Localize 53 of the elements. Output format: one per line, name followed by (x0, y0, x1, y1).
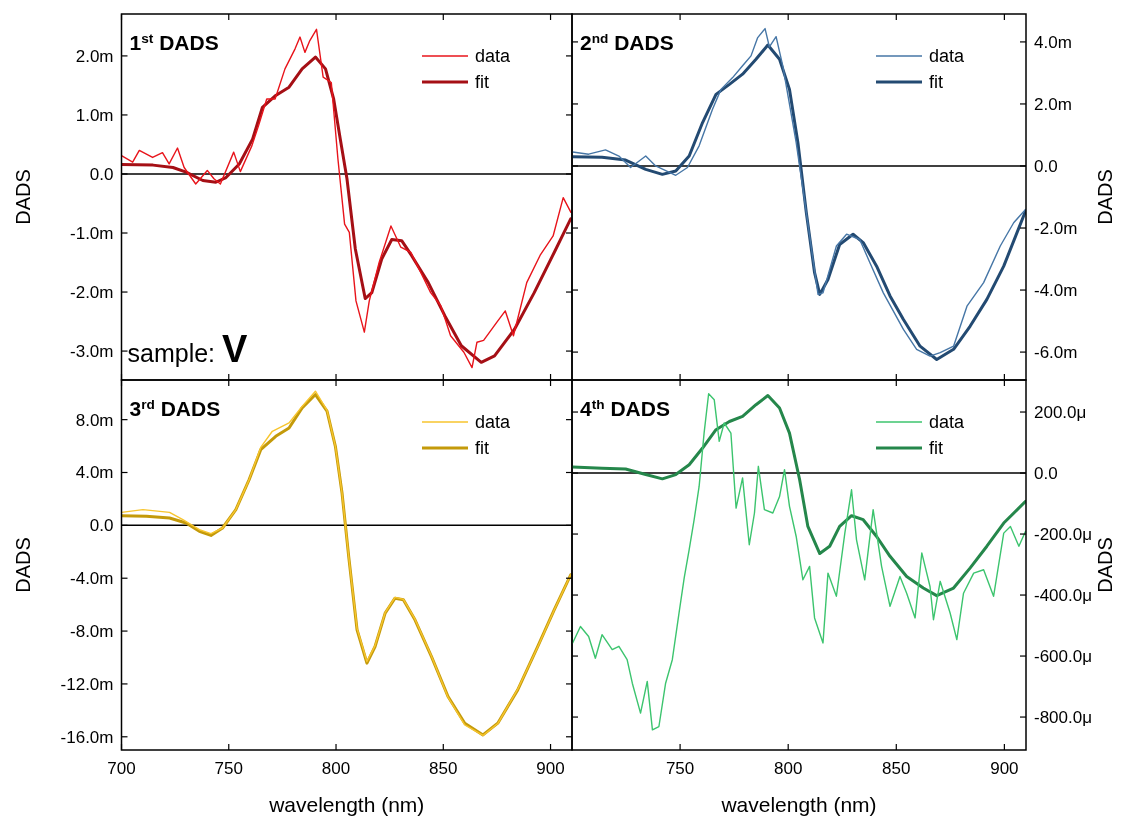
y-tick-label: -6.0m (1034, 343, 1078, 363)
x-axis-title: wavelength (nm) (268, 793, 425, 816)
y-tick-label: 200.0μ (1034, 402, 1087, 422)
y-axis-title: DADS (12, 537, 34, 593)
y-tick-label: -4.0m (1034, 281, 1078, 300)
y-tick-label: 0.0 (1034, 463, 1058, 483)
y-tick-label: 0.0 (89, 516, 114, 536)
y-tick-label: 4.0m (75, 463, 114, 483)
text: 2$^{nd}$ DADS (580, 30, 674, 54)
y-tick-label: -8.0m (70, 622, 114, 642)
x-tick-label: 700 (107, 759, 136, 778)
y-tick-label: -200.0μ (1034, 524, 1092, 544)
y-axis-title: DADS (12, 169, 34, 225)
y-tick-label: -1.0m (70, 223, 114, 243)
legend-label: data (929, 412, 966, 433)
x-tick-label: 750 (665, 759, 695, 778)
x-tick-label: 800 (774, 759, 803, 778)
legend-label: data (929, 46, 966, 67)
legend-label: data (475, 412, 512, 433)
x-tick-label: 850 (429, 759, 458, 778)
legend-label: fit (929, 72, 944, 93)
y-tick-label: 1.0m (75, 105, 114, 125)
y-tick-label: 0.0 (89, 164, 114, 184)
y-tick-label: 8.0m (75, 410, 114, 430)
text: 1$^{st}$ DADS (129, 30, 219, 54)
y-tick-label: 4.0m (1034, 32, 1072, 52)
y-tick-label: 0.0 (1034, 156, 1058, 176)
y-tick-label: -3.0m (70, 342, 114, 362)
text: 3$^{rd}$ DADS (129, 396, 221, 420)
x-axis-title: wavelength (nm) (720, 793, 877, 816)
text: 4$^{th}$ DADS (580, 396, 670, 420)
x-tick-label: 850 (882, 759, 911, 778)
legend-label: data (475, 46, 512, 67)
legend-label: fit (475, 438, 490, 459)
y-tick-label: -16.0m (60, 727, 114, 747)
x-tick-label: 800 (321, 759, 351, 778)
legend-label: fit (475, 72, 490, 93)
annotation: sample: V (127, 328, 248, 370)
y-tick-label: -600.0μ (1034, 647, 1092, 666)
y-axis-title: DADS (1094, 537, 1116, 593)
x-tick-label: 900 (990, 759, 1019, 778)
x-tick-label: 900 (536, 759, 565, 778)
y-tick-label: 2.0m (75, 46, 114, 66)
y-tick-label: -400.0μ (1034, 586, 1092, 605)
x-tick-label: 750 (214, 759, 243, 778)
y-tick-label: -12.0m (60, 674, 114, 694)
y-tick-label: 2.0m (1034, 94, 1072, 114)
y-tick-label: -800.0μ (1034, 708, 1092, 728)
y-tick-label: -2.0m (70, 282, 114, 302)
legend-label: fit (929, 438, 944, 459)
y-tick-label: -4.0m (70, 569, 114, 589)
y-axis-title: DADS (1094, 169, 1116, 225)
y-tick-label: -2.0m (1034, 218, 1078, 238)
